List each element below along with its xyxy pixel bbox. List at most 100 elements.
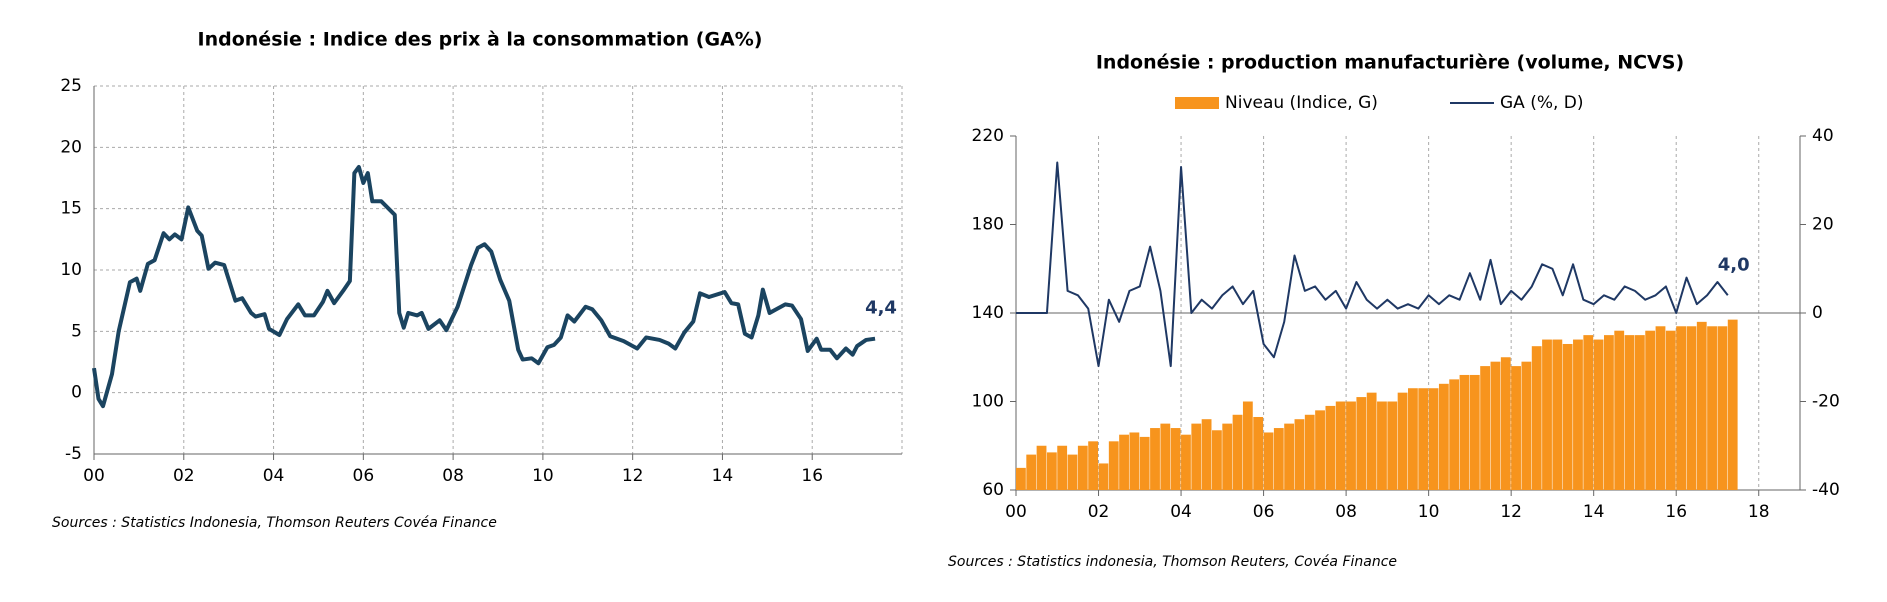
x-tick-label: 06 bbox=[353, 466, 375, 486]
bar bbox=[1304, 414, 1315, 490]
y-tick-label: 100 bbox=[972, 392, 1004, 412]
bar bbox=[1335, 401, 1346, 490]
bar bbox=[1212, 430, 1222, 490]
bar bbox=[1273, 428, 1284, 490]
bar bbox=[1408, 388, 1418, 490]
x-tick-label: 10 bbox=[1418, 502, 1440, 522]
data-line bbox=[1016, 161, 1729, 368]
bar bbox=[1614, 330, 1625, 490]
legend-label: GA (%, D) bbox=[1500, 93, 1584, 113]
bar bbox=[1531, 346, 1542, 490]
bar bbox=[1077, 445, 1088, 490]
bar bbox=[1707, 326, 1717, 490]
bar bbox=[1634, 335, 1645, 490]
y-tick-label: 180 bbox=[972, 215, 1004, 235]
legend-swatch bbox=[1175, 97, 1219, 109]
bar bbox=[1108, 441, 1119, 490]
bar bbox=[1150, 428, 1160, 490]
annotation: 4,0 bbox=[1718, 254, 1750, 275]
x-tick-label: 14 bbox=[1583, 502, 1605, 522]
bar bbox=[1449, 379, 1460, 490]
bar bbox=[1036, 445, 1047, 490]
bar bbox=[1191, 423, 1202, 490]
bar bbox=[1469, 374, 1480, 490]
bar bbox=[1624, 335, 1635, 490]
x-tick-label: 12 bbox=[622, 466, 644, 486]
bar bbox=[1377, 401, 1387, 490]
y2-tick-label: -20 bbox=[1812, 392, 1840, 412]
y-tick-label: 15 bbox=[60, 199, 82, 219]
bar bbox=[1583, 335, 1594, 490]
bar bbox=[1511, 366, 1521, 490]
bar bbox=[1696, 321, 1707, 490]
y2-tick-label: 0 bbox=[1812, 303, 1823, 323]
bar bbox=[1717, 326, 1728, 490]
x-tick-label: 16 bbox=[1665, 502, 1687, 522]
bar bbox=[1397, 392, 1408, 490]
annotation: 4,4 bbox=[865, 298, 897, 319]
bar bbox=[1067, 454, 1078, 490]
bar bbox=[1026, 454, 1037, 490]
bar bbox=[1686, 326, 1697, 490]
y-tick-label: 220 bbox=[972, 126, 1004, 146]
bar bbox=[1232, 414, 1243, 490]
bar bbox=[1181, 434, 1191, 490]
y-tick-label: 25 bbox=[60, 76, 82, 96]
chart-title: Indonésie : Indice des prix à la consomm… bbox=[198, 29, 763, 51]
bar bbox=[1665, 330, 1676, 490]
bar bbox=[1655, 326, 1666, 490]
bar bbox=[1160, 423, 1171, 490]
bar bbox=[1552, 339, 1563, 490]
bar bbox=[1088, 441, 1099, 490]
bar bbox=[1573, 339, 1583, 490]
bar bbox=[1253, 416, 1264, 490]
x-tick-label: 04 bbox=[263, 466, 285, 486]
bar bbox=[1325, 405, 1336, 490]
bar bbox=[1242, 401, 1253, 490]
bar bbox=[1438, 383, 1449, 490]
bar bbox=[1016, 467, 1026, 490]
bar bbox=[1098, 463, 1109, 490]
bar bbox=[1480, 366, 1491, 490]
y2-tick-label: 20 bbox=[1812, 215, 1834, 235]
bar bbox=[1057, 445, 1068, 490]
bar bbox=[1315, 410, 1325, 490]
x-tick-label: 00 bbox=[83, 466, 105, 486]
y-tick-label: 5 bbox=[71, 321, 82, 341]
x-tick-label: 18 bbox=[1748, 502, 1770, 522]
bar bbox=[1604, 335, 1614, 490]
y-tick-label: 10 bbox=[60, 260, 82, 280]
y-tick-label: 20 bbox=[60, 137, 82, 157]
y-tick-label: 0 bbox=[71, 383, 82, 403]
x-tick-label: 04 bbox=[1170, 502, 1192, 522]
bar bbox=[1129, 432, 1140, 490]
source: Sources : Statistics Indonesia, Thomson … bbox=[52, 515, 497, 531]
y2-tick-label: 40 bbox=[1812, 126, 1834, 146]
x-tick-label: 12 bbox=[1500, 502, 1522, 522]
chart-title: Indonésie : production manufacturière (v… bbox=[1096, 52, 1684, 74]
bar bbox=[1170, 428, 1181, 490]
bar bbox=[1562, 343, 1573, 490]
bar bbox=[1366, 392, 1377, 490]
bar bbox=[1222, 423, 1233, 490]
y-tick-label: 140 bbox=[972, 303, 1004, 323]
bar bbox=[1356, 397, 1367, 490]
legend-label: Niveau (Indice, G) bbox=[1225, 93, 1378, 113]
x-tick-label: 08 bbox=[442, 466, 464, 486]
bar bbox=[1500, 357, 1511, 490]
data-line bbox=[92, 164, 876, 409]
x-tick-label: 02 bbox=[173, 466, 195, 486]
x-tick-label: 02 bbox=[1088, 502, 1110, 522]
x-tick-label: 16 bbox=[801, 466, 823, 486]
y2-tick-label: -40 bbox=[1812, 480, 1840, 500]
y-tick-label: 60 bbox=[982, 480, 1004, 500]
x-tick-label: 14 bbox=[712, 466, 734, 486]
bar bbox=[1593, 339, 1604, 490]
bar bbox=[1139, 436, 1150, 490]
bar bbox=[1490, 361, 1501, 490]
bar bbox=[1294, 419, 1305, 490]
source: Sources : Statistics indonesia, Thomson … bbox=[948, 554, 1397, 570]
bar bbox=[1346, 401, 1356, 490]
x-tick-label: 08 bbox=[1335, 502, 1357, 522]
